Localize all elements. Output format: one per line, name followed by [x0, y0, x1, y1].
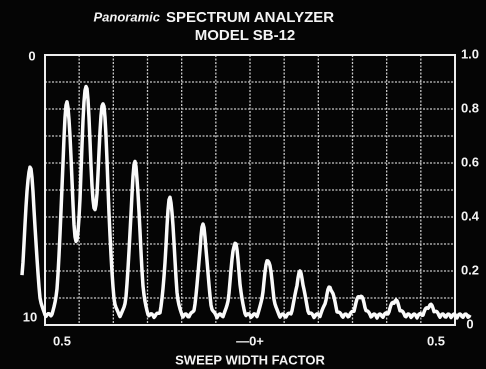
right-scale-label: 0.8	[461, 100, 479, 115]
right-scale-label: 0.6	[461, 154, 479, 169]
right-scale-label: 0.4	[461, 208, 480, 223]
x-label: —0+	[236, 333, 264, 348]
title: SPECTRUM ANALYZER	[166, 9, 334, 26]
right-scale-label: 1.0	[461, 46, 479, 61]
analyzer-screen: Panoramic SPECTRUM ANALYZER MODEL SB-12 …	[0, 0, 486, 369]
x-label: 0.5	[53, 333, 71, 348]
right-scale-label: 0.2	[461, 262, 479, 277]
model: MODEL SB-12	[195, 27, 296, 44]
left-scale-top: 0	[28, 48, 35, 63]
x-axis-title: SWEEP WIDTH FACTOR	[175, 352, 325, 367]
x-label: 0.5	[427, 333, 445, 348]
brand: Panoramic	[94, 9, 161, 24]
left-scale-bottom: 10	[23, 309, 37, 324]
